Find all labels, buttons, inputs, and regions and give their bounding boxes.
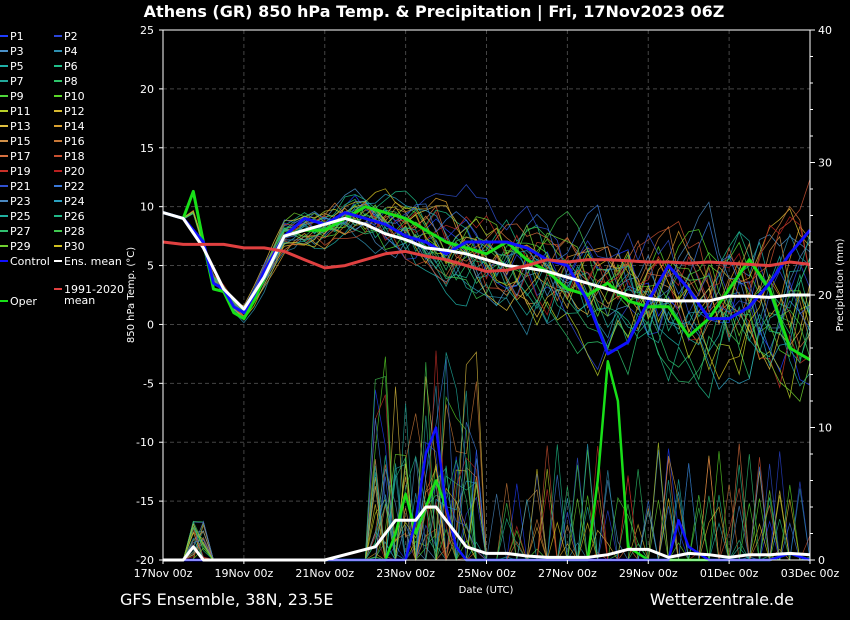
legend-label: P6: [64, 60, 78, 73]
y-axis-label: 850 hPa Temp. (°C): [126, 247, 137, 343]
x-tick-label: 25Nov 00z: [457, 567, 516, 580]
x-tick-label: 19Nov 00z: [215, 567, 274, 580]
y2-tick-label: 20: [818, 289, 832, 302]
y2-tick-label: 30: [818, 157, 832, 170]
y-tick-label: -15: [136, 495, 154, 508]
legend-label: P4: [64, 45, 78, 58]
y-tick-label: 10: [140, 201, 154, 214]
x-tick-label: 03Dec 00z: [781, 567, 840, 580]
chart-title: Athens (GR) 850 hPa Temp. & Precipitatio…: [144, 2, 725, 22]
legend-label: P24: [64, 195, 85, 208]
legend-label: P15: [10, 135, 31, 148]
footer-left: GFS Ensemble, 38N, 23.5E: [120, 590, 333, 609]
x-tick-label: 29Nov 00z: [619, 567, 678, 580]
legend-label: P30: [64, 240, 85, 253]
legend-label: P7: [10, 75, 24, 88]
legend-label: P5: [10, 60, 24, 73]
x-tick-label: 01Dec 00z: [700, 567, 759, 580]
ensemble-member-temp-line: [162, 204, 811, 403]
y-tick-label: 5: [147, 260, 154, 273]
ensemble-member-temp-line: [162, 201, 811, 329]
legend-label: P13: [10, 120, 31, 133]
legend-label: P2: [64, 30, 78, 43]
y2-axis-ticks: 40 30 20 10 0: [810, 24, 832, 567]
y2-axis-label: Precipitation (mm): [835, 238, 846, 331]
y-tick-label: -20: [136, 554, 154, 567]
legend-label: P1: [10, 30, 24, 43]
y-tick-label: -10: [136, 436, 154, 449]
x-axis-label: Date (UTC): [459, 585, 514, 596]
legend-label: P20: [64, 165, 85, 178]
y2-tick-label: 40: [818, 24, 832, 37]
x-axis-ticks: 17Nov 00z 19Nov 00z 21Nov 00z 23Nov 00z 25No…: [134, 560, 840, 580]
series-line-oper: [162, 189, 811, 362]
y-tick-label: 0: [147, 318, 154, 331]
legend-label: P28: [64, 225, 85, 238]
legend-label: P22: [64, 180, 85, 193]
legend-label: P25: [10, 210, 31, 223]
series-line-1991-2020-mean: [162, 240, 811, 273]
series-line-ens-mean: [162, 211, 810, 311]
legend-label: Ens. mean: [64, 255, 122, 268]
legend-label: P18: [64, 150, 85, 163]
ensemble-member-temp-line: [162, 188, 811, 381]
y-tick-label: -5: [143, 377, 154, 390]
ensemble-member-temp-line: [162, 183, 811, 337]
legend-label: P10: [64, 90, 85, 103]
footer-right: Wetterzentrale.de: [650, 590, 794, 609]
legend-label: 1991-2020: [64, 283, 124, 296]
x-tick-label: 23Nov 00z: [376, 567, 435, 580]
legend-label: P23: [10, 195, 31, 208]
x-tick-label: 21Nov 00z: [295, 567, 354, 580]
legend-label: P3: [10, 45, 24, 58]
legend-label: P17: [10, 150, 31, 163]
y-tick-label: 15: [140, 142, 154, 155]
y2-tick-label: 10: [818, 422, 832, 435]
legend-label: P14: [64, 120, 85, 133]
legend-label: P12: [64, 105, 85, 118]
series-line-control: [162, 211, 812, 356]
legend-label: P29: [10, 240, 31, 253]
legend-label: P9: [10, 90, 24, 103]
legend-label: P19: [10, 165, 31, 178]
legend-label: P8: [64, 75, 78, 88]
legend: P1 P2 P3 P4 P5 P6 P7 P8 P9 P10 P11 P12 P13 P14 P15 P16 P…: [0, 30, 124, 308]
legend-label: P16: [64, 135, 85, 148]
y-axis-ticks: 25 20 15 10 5 0 -5 -10 -15 -20: [136, 24, 163, 567]
legend-label: P11: [10, 105, 31, 118]
legend-label: Oper: [10, 295, 37, 308]
y2-tick-label: 0: [818, 554, 825, 567]
x-tick-label: 17Nov 00z: [134, 567, 193, 580]
y-tick-label: 20: [140, 83, 154, 96]
legend-label: Control: [10, 255, 50, 268]
legend-label: P27: [10, 225, 31, 238]
legend-label: mean: [64, 294, 95, 307]
ensemble-member-temp-line: [162, 197, 811, 332]
legend-label: P21: [10, 180, 31, 193]
y-tick-label: 25: [140, 24, 154, 37]
legend-label: P26: [64, 210, 85, 223]
x-tick-label: 27Nov 00z: [538, 567, 597, 580]
